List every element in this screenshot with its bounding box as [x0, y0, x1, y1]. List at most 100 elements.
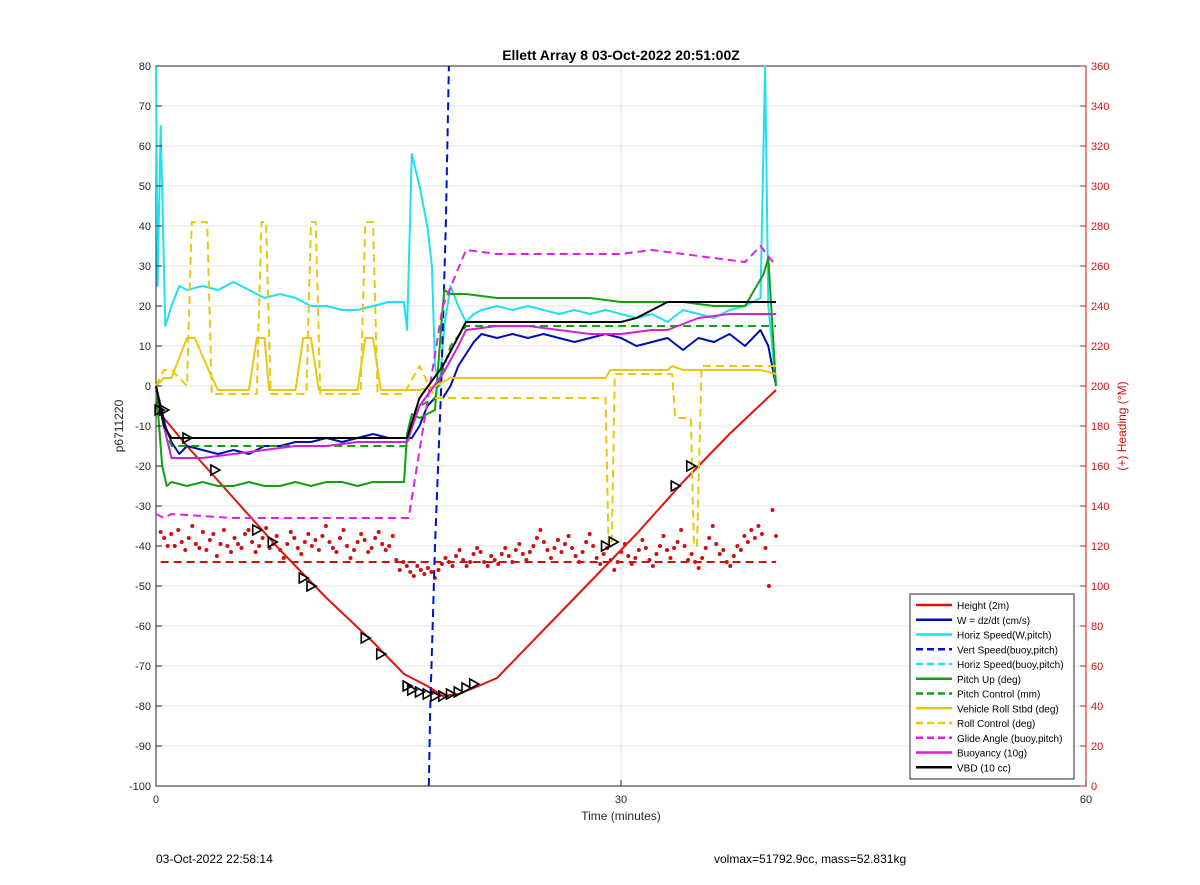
y2-tick-label: 160 [1091, 461, 1109, 473]
heading-point [264, 526, 269, 530]
heading-point [591, 544, 596, 548]
heading-point [584, 540, 589, 544]
height-marker [406, 683, 419, 697]
height-marker [267, 535, 279, 549]
series-height-2m [155, 389, 777, 697]
heading-point [302, 540, 307, 544]
heading-point [172, 544, 177, 548]
heading-point [587, 532, 592, 536]
series-vert-speed-buoy-pitch [427, 65, 450, 787]
heading-point [749, 528, 754, 532]
heading-point [598, 562, 603, 566]
y-axis-label: p6711220 [112, 399, 126, 452]
heading-point [404, 564, 409, 568]
legend-label: Horiz Speed(W,pitch) [957, 631, 1051, 642]
heading-point [369, 546, 374, 550]
series-layer [154, 65, 778, 787]
x-tick-label: 0 [153, 794, 159, 806]
height-marker [375, 647, 388, 661]
heading-point [756, 524, 761, 528]
heading-point [541, 540, 546, 544]
legend-label: Roll Control (deg) [957, 719, 1035, 730]
heading-point [292, 536, 297, 540]
heading-point [654, 552, 659, 556]
heading-point [183, 548, 188, 552]
heading-point [186, 536, 191, 540]
height-marker [468, 677, 481, 691]
heading-point [415, 564, 420, 568]
heading-point [397, 568, 402, 572]
legend-label: Buoyancy (10g) [957, 749, 1027, 760]
heading-point [362, 538, 367, 542]
heading-point [341, 528, 346, 532]
heading-point [352, 548, 357, 552]
heading-point [288, 530, 293, 534]
y-tick-label: 0 [145, 381, 151, 393]
heading-point [506, 554, 511, 558]
legend-label: Pitch Control (mm) [957, 690, 1040, 701]
heading-point [313, 538, 318, 542]
heading-point [538, 528, 543, 532]
heading-point [738, 548, 743, 552]
heading-point [221, 528, 226, 532]
heading-point [580, 550, 585, 554]
heading-point [766, 584, 771, 588]
heading-point [228, 550, 233, 554]
y-tick-label: -30 [135, 501, 151, 513]
height-marker [461, 681, 473, 695]
right-axis-ticks: 0 20 40 60 80 100 120 140 160 180 200 220 240 260 280 3… [1080, 61, 1109, 793]
legend-label: Vehicle Roll Stbd (deg) [957, 704, 1059, 715]
heading-point [548, 556, 553, 560]
legend-label: Vert Speed(buoy,pitch) [957, 645, 1058, 656]
heading-point [742, 534, 747, 538]
y2-tick-label: 80 [1091, 621, 1103, 633]
heading-point [492, 558, 497, 562]
y2-tick-label: 360 [1091, 61, 1109, 73]
chart-title: Ellett Array 8 03-Oct-2022 20:51:00Z [502, 47, 740, 63]
heading-point [274, 534, 279, 538]
heading-point [672, 546, 677, 550]
heading-point [281, 556, 286, 560]
heading-point [563, 542, 568, 546]
heading-point [566, 534, 571, 538]
y-tick-label: 70 [139, 101, 151, 113]
heading-point [422, 572, 427, 576]
y2-tick-label: 120 [1091, 541, 1109, 553]
y2-tick-label: 240 [1091, 301, 1109, 313]
heading-point [664, 548, 669, 552]
height-marker [414, 685, 427, 699]
series-buoyancy-10g [155, 313, 776, 459]
heading-point [770, 508, 775, 512]
heading-point [626, 554, 631, 558]
heading-point [475, 546, 480, 550]
heading-point [207, 538, 212, 542]
heading-point [158, 530, 163, 534]
x-axis-ticks: 0 30 60 [153, 780, 1092, 806]
legend-box [909, 593, 1075, 780]
y2-tick-label: 20 [1091, 741, 1103, 753]
x-axis-label: Time (minutes) [581, 809, 661, 823]
legend: Height (2m) W = dz/dt (cm/s) Horiz Speed(W… [909, 593, 1075, 780]
heading-point [246, 528, 251, 532]
heading-point [636, 548, 641, 552]
legend-label: VBD (10 cc) [957, 763, 1011, 774]
heading-point [418, 568, 423, 572]
heading-point [552, 546, 557, 550]
heading-point [225, 544, 230, 548]
height-marker [298, 571, 310, 585]
height-marker [445, 687, 458, 701]
heading-point [714, 542, 719, 546]
legend-label: W = dz/dt (cm/s) [957, 616, 1030, 627]
heading-point [359, 532, 364, 536]
heading-point [355, 540, 360, 544]
series-roll-control-deg [155, 221, 776, 547]
heading-point [471, 552, 476, 556]
heading-point [285, 542, 290, 546]
heading-point [239, 546, 244, 550]
legend-label: Horiz Speed(buoy,pitch) [957, 660, 1064, 671]
heading-point [204, 548, 209, 552]
heading-point [657, 544, 662, 548]
series-pitch-up-deg [155, 257, 777, 487]
heading-point [443, 556, 448, 560]
